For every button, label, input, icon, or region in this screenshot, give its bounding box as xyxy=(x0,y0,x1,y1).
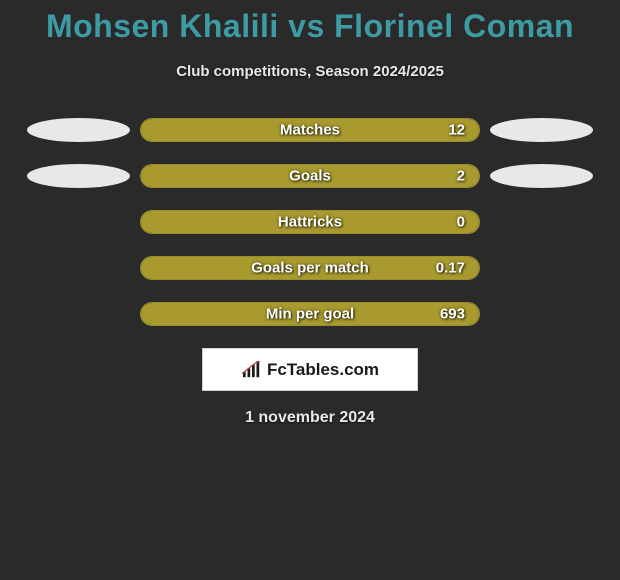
stat-rows: Matches 12 Goals 2 Hattricks 0 Goals per match… xyxy=(0,118,620,326)
ellipse-right xyxy=(490,118,593,142)
bar-label: Matches xyxy=(280,122,340,139)
stat-row: Min per goal 693 xyxy=(0,302,620,326)
stat-row: Goals per match 0.17 xyxy=(0,256,620,280)
bar-label: Goals xyxy=(289,168,331,185)
ellipse-placeholder xyxy=(490,210,593,234)
ellipse-left xyxy=(27,118,130,142)
subtitle: Club competitions, Season 2024/2025 xyxy=(0,63,620,80)
ellipse-placeholder xyxy=(490,256,593,280)
stat-row: Goals 2 xyxy=(0,164,620,188)
logo-text: FcTables.com xyxy=(267,360,379,380)
bar-value: 2 xyxy=(457,168,465,185)
bar-chart-icon xyxy=(241,361,263,379)
ellipse-placeholder xyxy=(27,302,130,326)
ellipse-left xyxy=(27,164,130,188)
bar-value: 0 xyxy=(457,214,465,231)
ellipse-right xyxy=(490,164,593,188)
ellipse-placeholder xyxy=(490,302,593,326)
bar-track: Min per goal 693 xyxy=(140,302,480,326)
bar-track: Matches 12 xyxy=(140,118,480,142)
ellipse-placeholder xyxy=(27,256,130,280)
stat-row: Hattricks 0 xyxy=(0,210,620,234)
bar-label: Min per goal xyxy=(266,306,354,323)
logo-box[interactable]: FcTables.com xyxy=(202,348,418,391)
ellipse-placeholder xyxy=(27,210,130,234)
bar-value: 12 xyxy=(448,122,465,139)
bar-value: 0.17 xyxy=(436,260,465,277)
bar-label: Hattricks xyxy=(278,214,342,231)
page-title: Mohsen Khalili vs Florinel Coman xyxy=(0,0,620,45)
bar-track: Goals 2 xyxy=(140,164,480,188)
bar-track: Goals per match 0.17 xyxy=(140,256,480,280)
date-label: 1 november 2024 xyxy=(0,409,620,427)
bar-label: Goals per match xyxy=(251,260,369,277)
bar-track: Hattricks 0 xyxy=(140,210,480,234)
stat-row: Matches 12 xyxy=(0,118,620,142)
bar-value: 693 xyxy=(440,306,465,323)
